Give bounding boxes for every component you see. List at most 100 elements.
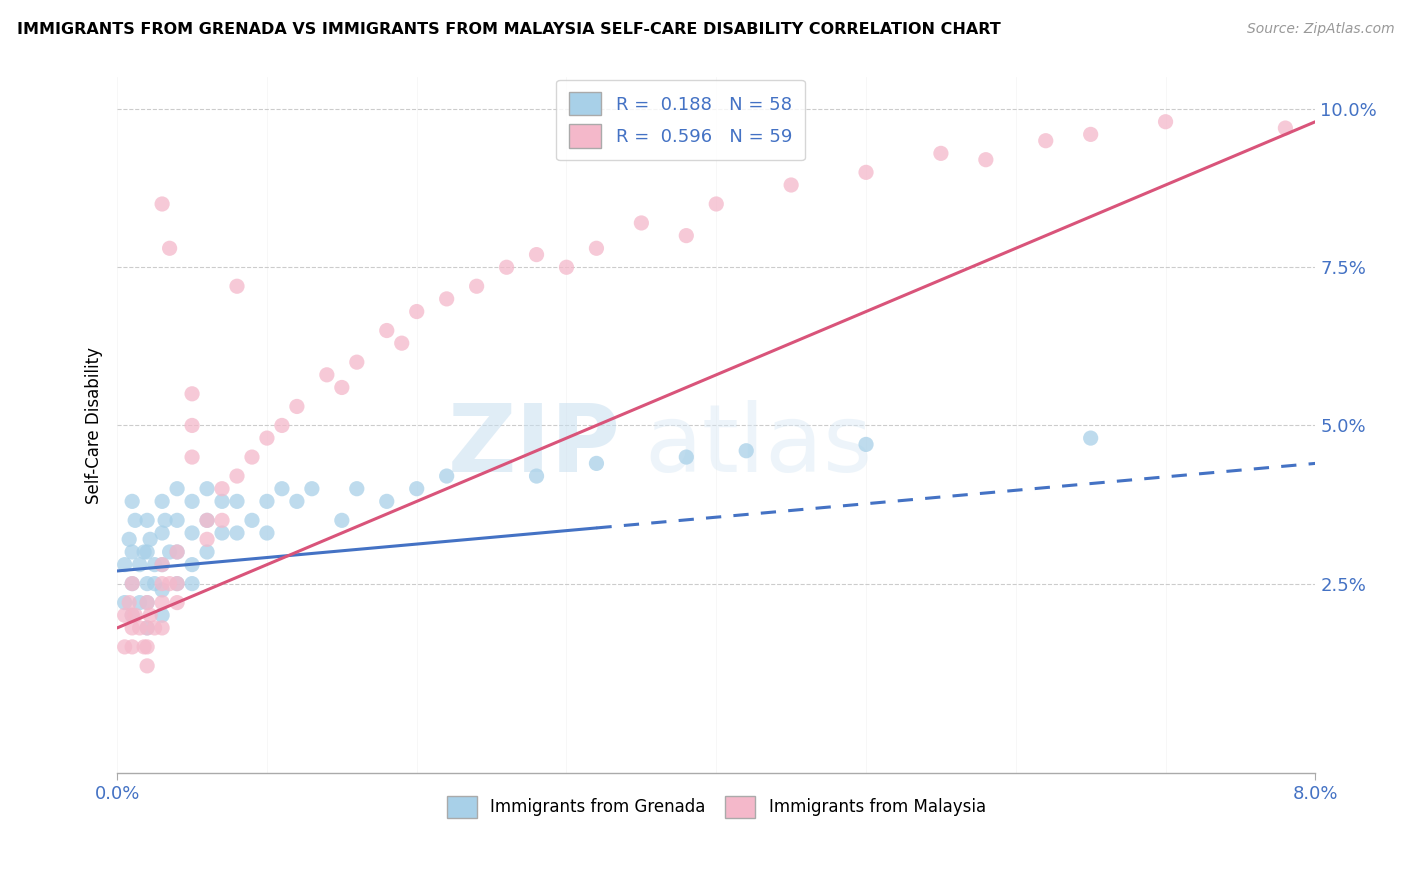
- Point: [136, 513, 159, 527]
- Point: [121, 608, 143, 623]
- Point: [526, 247, 548, 261]
- Point: [166, 545, 188, 559]
- Point: [159, 576, 181, 591]
- Point: [1154, 114, 1177, 128]
- Point: [780, 178, 803, 192]
- Point: [240, 450, 263, 464]
- Point: [150, 526, 173, 541]
- Point: [195, 482, 218, 496]
- Point: [405, 304, 427, 318]
- Point: [465, 279, 488, 293]
- Point: [226, 526, 249, 541]
- Point: [256, 431, 278, 445]
- Point: [285, 400, 308, 414]
- Point: [346, 482, 368, 496]
- Point: [1274, 121, 1296, 136]
- Point: [166, 576, 188, 591]
- Point: [256, 526, 278, 541]
- Point: [181, 450, 204, 464]
- Point: [150, 596, 173, 610]
- Point: [436, 292, 458, 306]
- Point: [128, 596, 150, 610]
- Point: [181, 386, 204, 401]
- Point: [153, 513, 176, 527]
- Point: [315, 368, 337, 382]
- Point: [181, 526, 204, 541]
- Point: [375, 494, 398, 508]
- Point: [121, 608, 143, 623]
- Point: [226, 494, 249, 508]
- Point: [1035, 134, 1057, 148]
- Point: [121, 576, 143, 591]
- Point: [136, 545, 159, 559]
- Point: [195, 513, 218, 527]
- Point: [855, 165, 877, 179]
- Point: [195, 513, 218, 527]
- Point: [134, 545, 156, 559]
- Point: [150, 558, 173, 572]
- Point: [114, 596, 136, 610]
- Point: [136, 640, 159, 654]
- Text: Source: ZipAtlas.com: Source: ZipAtlas.com: [1247, 22, 1395, 37]
- Point: [159, 241, 181, 255]
- Point: [195, 545, 218, 559]
- Point: [121, 545, 143, 559]
- Point: [128, 558, 150, 572]
- Point: [136, 596, 159, 610]
- Point: [675, 228, 697, 243]
- Point: [495, 260, 517, 275]
- Point: [150, 494, 173, 508]
- Point: [1080, 431, 1102, 445]
- Point: [166, 513, 188, 527]
- Point: [134, 640, 156, 654]
- Text: ZIP: ZIP: [447, 401, 620, 492]
- Point: [121, 640, 143, 654]
- Point: [166, 545, 188, 559]
- Point: [124, 513, 146, 527]
- Point: [121, 621, 143, 635]
- Point: [143, 621, 166, 635]
- Point: [150, 576, 173, 591]
- Point: [128, 621, 150, 635]
- Point: [150, 608, 173, 623]
- Point: [301, 482, 323, 496]
- Point: [195, 533, 218, 547]
- Point: [585, 457, 607, 471]
- Point: [136, 621, 159, 635]
- Y-axis label: Self-Care Disability: Self-Care Disability: [86, 347, 103, 504]
- Legend: Immigrants from Grenada, Immigrants from Malaysia: Immigrants from Grenada, Immigrants from…: [440, 789, 993, 824]
- Point: [124, 608, 146, 623]
- Point: [143, 576, 166, 591]
- Point: [136, 658, 159, 673]
- Point: [211, 482, 233, 496]
- Point: [735, 443, 758, 458]
- Point: [118, 596, 141, 610]
- Point: [226, 279, 249, 293]
- Point: [405, 482, 427, 496]
- Point: [256, 494, 278, 508]
- Point: [855, 437, 877, 451]
- Point: [121, 494, 143, 508]
- Point: [211, 526, 233, 541]
- Point: [630, 216, 652, 230]
- Point: [166, 482, 188, 496]
- Point: [271, 482, 294, 496]
- Point: [211, 513, 233, 527]
- Point: [136, 621, 159, 635]
- Point: [346, 355, 368, 369]
- Point: [166, 596, 188, 610]
- Point: [121, 576, 143, 591]
- Point: [150, 558, 173, 572]
- Point: [139, 533, 162, 547]
- Point: [585, 241, 607, 255]
- Point: [330, 380, 353, 394]
- Point: [330, 513, 353, 527]
- Point: [114, 640, 136, 654]
- Point: [704, 197, 727, 211]
- Point: [526, 469, 548, 483]
- Point: [159, 545, 181, 559]
- Point: [211, 494, 233, 508]
- Point: [240, 513, 263, 527]
- Point: [285, 494, 308, 508]
- Point: [139, 608, 162, 623]
